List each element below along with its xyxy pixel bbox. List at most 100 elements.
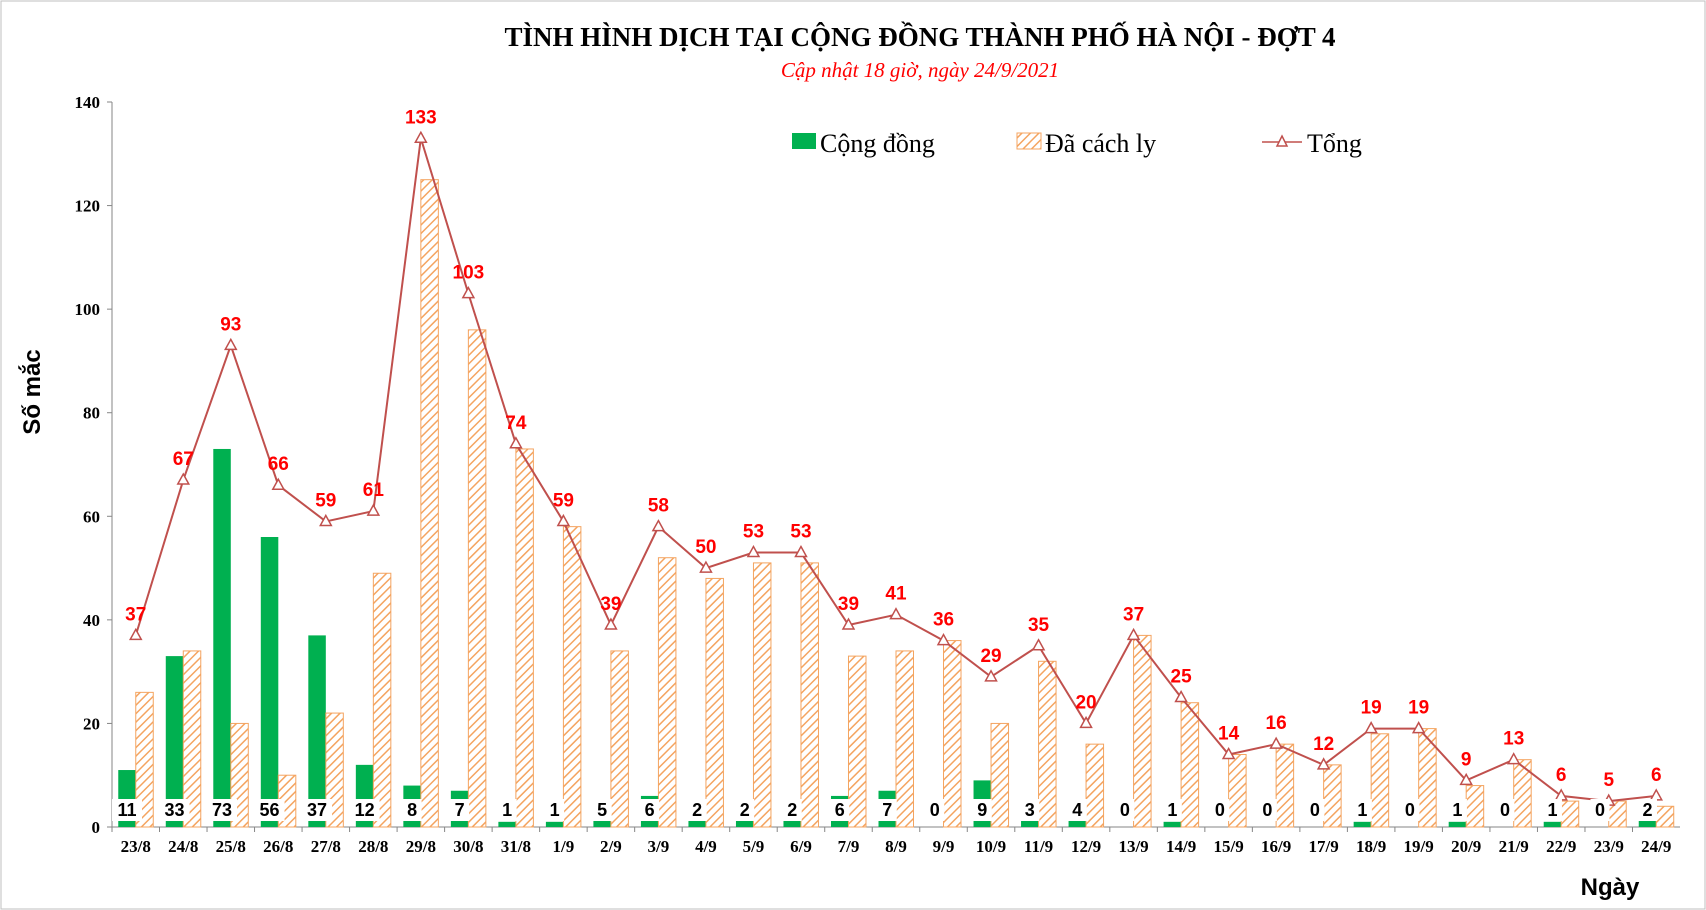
x-tick-label: 14/9 — [1166, 837, 1196, 856]
bar-da-cach-ly — [1228, 754, 1247, 828]
data-label-cong-dong: 1 — [550, 800, 560, 820]
data-label-tong: 35 — [1028, 615, 1050, 636]
data-label-bg-cong-dong — [1542, 799, 1562, 821]
bar-da-cach-ly — [847, 655, 867, 828]
y-tick-label: 80 — [83, 404, 100, 423]
marker-tong — [889, 607, 903, 620]
data-label-cong-dong: 1 — [1452, 800, 1462, 820]
data-label-tong: 37 — [125, 604, 146, 625]
data-label-tong: 16 — [1266, 713, 1287, 734]
data-label-bg-cong-dong — [302, 799, 333, 821]
bar-cong-dong — [260, 537, 279, 827]
bar-da-cach-ly — [943, 640, 962, 828]
data-label-cong-dong: 56 — [260, 800, 280, 820]
bar-cong-dong — [1448, 821, 1467, 827]
data-label-bg-cong-dong — [972, 799, 992, 821]
x-tick-label: 3/9 — [648, 837, 670, 856]
data-label-cong-dong: 3 — [1025, 800, 1035, 820]
data-label-bg-cong-dong — [1162, 799, 1182, 821]
data-label-tong: 67 — [173, 449, 194, 470]
data-label-cong-dong: 73 — [212, 800, 232, 820]
data-label-cong-dong: 2 — [692, 800, 702, 820]
data-label-cong-dong: 0 — [1405, 800, 1415, 820]
data-label-bg-cong-dong — [1495, 799, 1515, 821]
data-label-bg-cong-dong — [112, 799, 143, 821]
data-label-tong: 50 — [695, 537, 716, 558]
data-label-tong: 19 — [1361, 698, 1382, 719]
data-label-cong-dong: 9 — [977, 800, 987, 820]
data-label-tong: 74 — [505, 413, 527, 434]
x-tick-label: 17/9 — [1309, 837, 1339, 856]
data-label-bg-cong-dong — [1257, 799, 1277, 821]
bar-da-cach-ly — [515, 448, 534, 828]
marker-tong — [1459, 772, 1473, 786]
data-label-tong: 6 — [1556, 765, 1567, 786]
data-label-bg-cong-dong — [1590, 799, 1610, 821]
bar-da-cach-ly — [657, 557, 677, 828]
x-tick-label: 29/8 — [406, 837, 436, 856]
marker-tong — [509, 436, 523, 449]
data-label-tong: 6 — [1651, 765, 1662, 786]
data-label-tong: 103 — [453, 263, 485, 284]
x-tick-label: 10/9 — [976, 837, 1006, 856]
data-label-cong-dong: 4 — [1072, 800, 1082, 820]
data-label-bg-cong-dong — [254, 799, 285, 821]
data-label-tong: 53 — [743, 522, 764, 543]
data-label-bg-cong-dong — [925, 799, 945, 821]
marker-tong — [319, 513, 333, 527]
marker-tong — [1079, 715, 1093, 729]
data-label-cong-dong: 7 — [882, 800, 892, 820]
data-label-tong: 14 — [1218, 724, 1240, 745]
bar-cong-dong — [498, 821, 516, 827]
data-label-bg-cong-dong — [592, 799, 612, 821]
bar-da-cach-ly — [1323, 764, 1342, 828]
data-label-cong-dong: 12 — [355, 800, 375, 820]
bar-cong-dong — [688, 816, 706, 827]
data-label-tong: 19 — [1408, 698, 1429, 719]
marker-tong — [936, 633, 951, 646]
x-tick-label: 5/9 — [743, 837, 765, 856]
x-tick-label: 31/8 — [501, 837, 531, 856]
x-tick-label: 13/9 — [1118, 837, 1148, 856]
data-label-tong: 41 — [885, 584, 907, 605]
bar-da-cach-ly — [420, 179, 439, 828]
chart-subtitle: Cập nhật 18 giờ, ngày 24/9/2021 — [781, 58, 1059, 82]
data-label-cong-dong: 0 — [1310, 800, 1320, 820]
data-label-bg-cong-dong — [1447, 799, 1467, 821]
bar-da-cach-ly — [990, 722, 1010, 828]
bar-cong-dong — [735, 816, 754, 827]
data-label-cong-dong: 1 — [1357, 800, 1367, 820]
data-label-tong: 20 — [1075, 692, 1096, 713]
legend-swatch-cong-dong — [792, 133, 816, 149]
bar-da-cach-ly — [1465, 785, 1485, 828]
bar-da-cach-ly — [325, 712, 344, 828]
bar-da-cach-ly — [1133, 634, 1152, 828]
bar-cong-dong — [1543, 821, 1562, 827]
data-label-cong-dong: 7 — [455, 800, 465, 820]
x-tick-label: 28/8 — [358, 837, 388, 856]
data-label-tong: 37 — [1123, 604, 1144, 625]
x-tick-label: 20/9 — [1451, 837, 1481, 856]
y-tick-label: 100 — [75, 300, 101, 319]
bar-da-cach-ly — [895, 650, 914, 828]
bar-da-cach-ly — [562, 526, 582, 828]
bar-da-cach-ly — [1513, 759, 1532, 828]
data-label-cong-dong: 8 — [407, 800, 417, 820]
data-label-bg-cong-dong — [1352, 799, 1372, 821]
x-tick-label: 11/9 — [1024, 837, 1053, 856]
data-label-tong: 39 — [600, 594, 621, 615]
x-tick-label: 18/9 — [1356, 837, 1386, 856]
x-tick-label: 6/9 — [790, 837, 812, 856]
legend-label-da-cach-ly: Đã cách ly — [1045, 129, 1156, 158]
bar-cong-dong — [545, 821, 564, 827]
data-label-bg-cong-dong — [877, 799, 897, 821]
marker-tong — [1506, 752, 1521, 765]
data-label-bg-cong-dong — [450, 799, 470, 821]
marker-tong — [176, 472, 191, 485]
x-tick-label: 16/9 — [1261, 837, 1291, 856]
data-label-cong-dong: 33 — [165, 800, 185, 820]
marker-tong — [414, 130, 428, 143]
data-label-bg-cong-dong — [1400, 799, 1420, 821]
x-tick-label: 22/9 — [1546, 837, 1576, 856]
